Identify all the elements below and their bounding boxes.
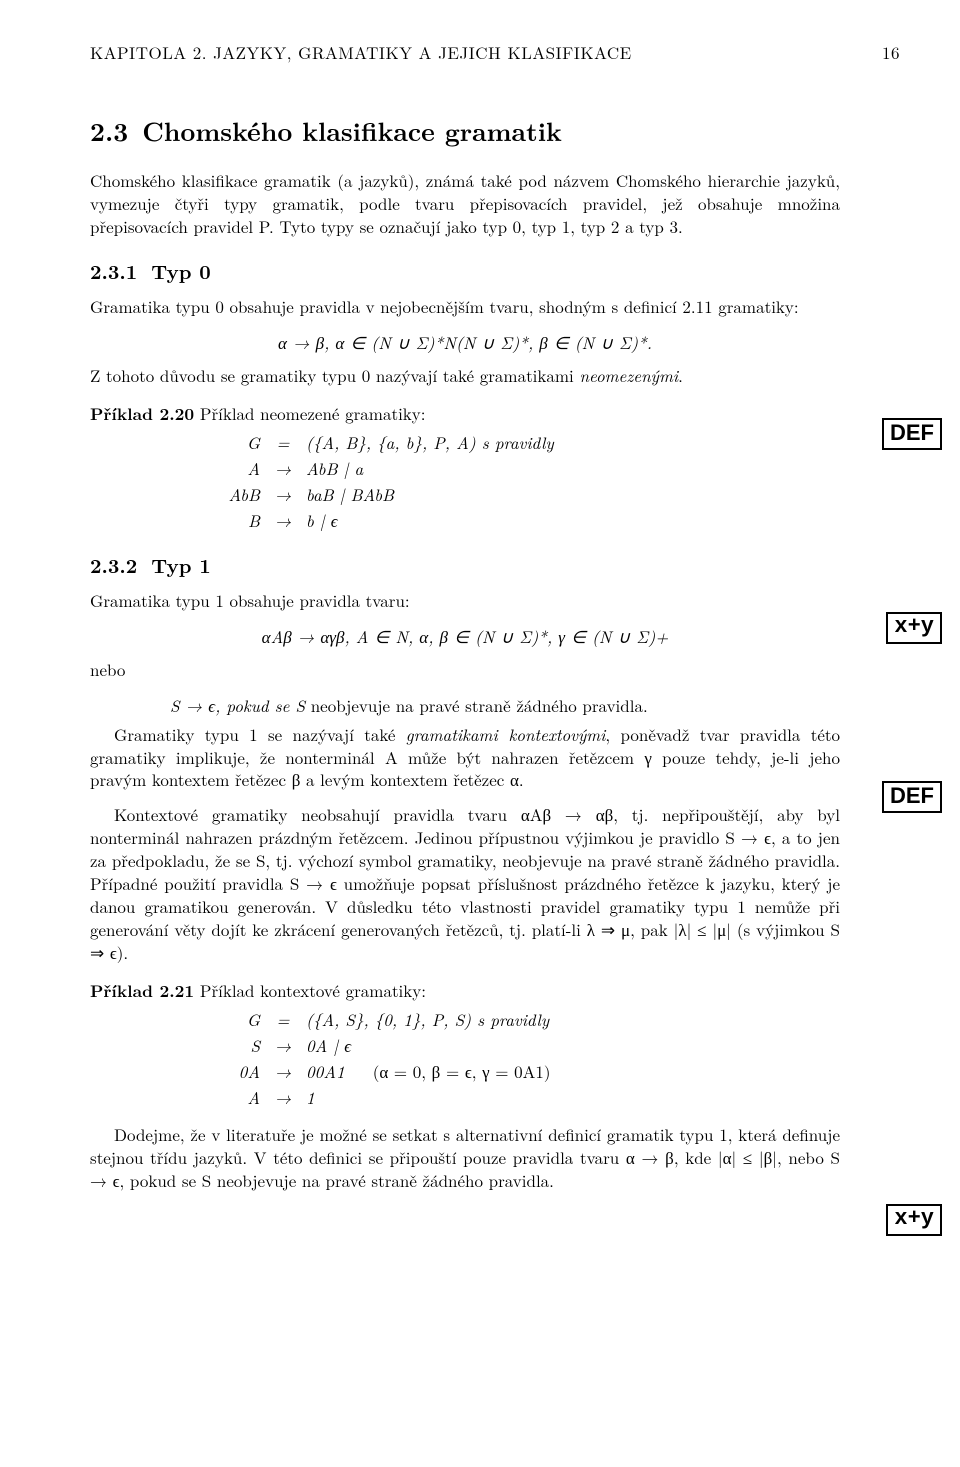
grammar-row: B → b | ϵ <box>210 508 900 532</box>
g-mid: → <box>272 456 294 480</box>
g-left: A <box>210 456 272 480</box>
example-label: Příklad 2.20 <box>90 402 194 426</box>
def-box-2: DEF <box>882 781 942 813</box>
g-left: A <box>210 1085 272 1109</box>
header-left: KAPITOLA 2. JAZYKY, GRAMATIKY A JEJICH K… <box>90 40 632 64</box>
g-left: G <box>210 1007 272 1031</box>
g-left: B <box>210 508 272 532</box>
eps-b: neobjevuje na pravé straně žádného pravi… <box>305 693 648 717</box>
typ1-p1: Gramatika typu 1 obsahuje pravidla tvaru… <box>90 589 840 612</box>
def-box-1: DEF <box>882 418 942 450</box>
example-rest: Příklad neomezené gramatiky: <box>194 401 425 425</box>
xy-box-2: x+y <box>886 1204 942 1236</box>
g-left: 0A <box>210 1059 272 1083</box>
typ1-equation: αAβ → αγβ, A ∈ N, α, β ∈ (N ∪ Σ)*, γ ∈ (… <box>90 624 840 648</box>
g-right: b | ϵ <box>294 508 338 532</box>
page: KAPITOLA 2. JAZYKY, GRAMATIKY A JEJICH K… <box>0 0 960 1467</box>
g-right: 00A1(α = 0, β = ϵ, γ = 0A1) <box>294 1059 551 1083</box>
example-2-20-label: Příklad 2.20 Příklad neomezené gramatiky… <box>90 401 900 426</box>
typ0-p2-a: Z tohoto důvodu se gramatiky typu 0 nazý… <box>90 363 579 387</box>
page-number: 16 <box>882 40 900 64</box>
ctx-a: Gramatiky typu 1 se nazývají také <box>114 722 406 746</box>
eps-S: S <box>295 693 305 717</box>
section-number: 2.3 <box>90 112 128 149</box>
typ0-p2: Z tohoto důvodu se gramatiky typu 0 nazý… <box>90 364 840 387</box>
grammar-row: A → AbB | a <box>210 456 900 480</box>
g-left: G <box>210 430 272 454</box>
g-mid: → <box>272 482 294 506</box>
grammar-note: (α = 0, β = ϵ, γ = 0A1) <box>373 1059 551 1083</box>
subsection-2-3-1-title: 2.3.1 Typ 0 <box>90 256 900 285</box>
running-header: KAPITOLA 2. JAZYKY, GRAMATIKY A JEJICH K… <box>90 40 900 64</box>
g-mid: → <box>272 1059 294 1083</box>
grammar-2-20: G = ({A, B}, {a, b}, P, A) s pravidly A … <box>210 430 900 532</box>
section-text: Chomského klasifikace gramatik <box>142 112 562 149</box>
g-mid: → <box>272 508 294 532</box>
nebo: nebo <box>90 658 840 681</box>
grammar-row: G = ({A, B}, {a, b}, P, A) s pravidly <box>210 430 900 454</box>
typ1-big-paragraph: Kontextové gramatiky neobsahují pravidla… <box>90 803 840 964</box>
subsection-number: 2.3.2 <box>90 550 137 579</box>
typ0-p2-b: . <box>678 363 683 387</box>
g-right: 0A | ϵ <box>294 1033 351 1057</box>
g-right: ({A, S}, {0, 1}, P, S) s pravidly <box>294 1007 549 1031</box>
g-right: baB | BAbB <box>294 482 394 506</box>
subsection-2-3-2-title: 2.3.2 Typ 1 <box>90 550 900 579</box>
g-right: 1 <box>294 1085 315 1109</box>
example-2-21-label: Příklad 2.21 Příklad kontextové gramatik… <box>90 978 900 1003</box>
intro-paragraph: Chomského klasifikace gramatik (a jazyků… <box>90 169 840 238</box>
g-mid: = <box>272 430 294 454</box>
section-2-3-title: 2.3 Chomského klasifikace gramatik <box>90 112 900 149</box>
grammar-row: A → 1 <box>210 1085 900 1109</box>
typ1-context-paragraph: Gramatiky typu 1 se nazývají také gramat… <box>90 723 840 792</box>
example-label: Příklad 2.21 <box>90 979 194 1003</box>
g-left: AbB <box>210 482 272 506</box>
grammar-row: AbB → baB | BAbB <box>210 482 900 506</box>
typ1-eps-rule: S → ϵ, pokud se S neobjevuje na pravé st… <box>170 693 900 717</box>
grammar-row: G = ({A, S}, {0, 1}, P, S) s pravidly <box>210 1007 900 1031</box>
typ0-p1: Gramatika typu 0 obsahuje pravidla v nej… <box>90 295 840 318</box>
ctx-em: gramatikami kontextovými <box>406 722 606 746</box>
g-left: S <box>210 1033 272 1057</box>
xy-box-1: x+y <box>886 612 942 644</box>
g-mid: → <box>272 1085 294 1109</box>
example-rest: Příklad kontextové gramatiky: <box>194 978 426 1002</box>
g-mid: → <box>272 1033 294 1057</box>
eps-a: S → ϵ, pokud se <box>170 693 295 717</box>
g-mid: = <box>272 1007 294 1031</box>
typ0-equation: α → β, α ∈ (N ∪ Σ)*N(N ∪ Σ)*, β ∈ (N ∪ Σ… <box>90 330 840 354</box>
g-right: ({A, B}, {a, b}, P, A) s pravidly <box>294 430 554 454</box>
closing-paragraph: Dodejme, že v literatuře je možné se set… <box>90 1123 840 1192</box>
subsection-number: 2.3.1 <box>90 256 137 285</box>
grammar-row: 0A → 00A1(α = 0, β = ϵ, γ = 0A1) <box>210 1059 900 1083</box>
g-right: AbB | a <box>294 456 363 480</box>
grammar-row: S → 0A | ϵ <box>210 1033 900 1057</box>
subsection-text: Typ 1 <box>151 550 210 579</box>
grammar-2-21: G = ({A, S}, {0, 1}, P, S) s pravidly S … <box>210 1007 900 1109</box>
subsection-text: Typ 0 <box>151 256 210 285</box>
typ0-p2-em: neomezenými <box>579 363 678 387</box>
